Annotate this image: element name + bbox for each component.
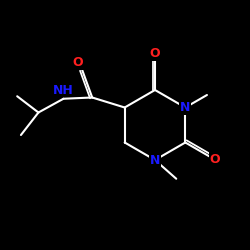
- Text: O: O: [72, 56, 83, 69]
- Text: N: N: [180, 101, 190, 114]
- Text: O: O: [150, 47, 160, 60]
- Text: O: O: [209, 153, 220, 166]
- Text: N: N: [150, 154, 160, 166]
- Text: NH: NH: [53, 84, 74, 96]
